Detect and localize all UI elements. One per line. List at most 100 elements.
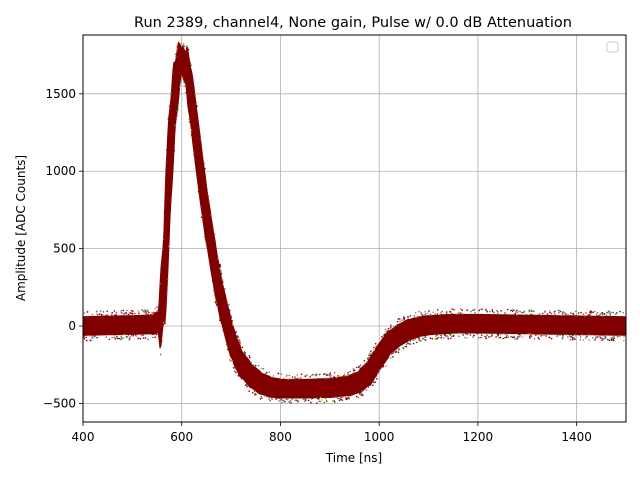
waveform-point	[201, 215, 204, 218]
waveform-point	[156, 306, 158, 308]
waveform-point	[562, 314, 565, 317]
waveform-point	[465, 332, 467, 335]
waveform-point	[462, 333, 465, 336]
waveform-point	[288, 401, 291, 403]
waveform-point	[374, 342, 377, 345]
waveform-point	[491, 309, 494, 311]
waveform-point	[608, 339, 611, 342]
waveform-point	[612, 311, 615, 314]
waveform-point	[306, 374, 308, 376]
waveform-point	[425, 313, 427, 315]
waveform-point	[609, 312, 611, 315]
waveform-point	[310, 398, 313, 400]
waveform-point	[162, 238, 165, 241]
waveform-point	[403, 319, 406, 321]
waveform-point	[431, 337, 434, 340]
waveform-point	[300, 373, 303, 376]
waveform-point	[623, 339, 625, 342]
waveform-point	[589, 312, 592, 314]
waveform-point	[85, 336, 87, 339]
waveform-point	[392, 352, 394, 354]
waveform-point	[491, 333, 494, 336]
waveform-point	[140, 334, 143, 337]
waveform-point	[578, 334, 581, 336]
waveform-point	[521, 336, 524, 339]
waveform-point	[415, 316, 417, 319]
waveform-point	[601, 312, 604, 314]
waveform-point	[554, 310, 556, 312]
waveform-point	[176, 110, 179, 112]
waveform-point	[403, 345, 406, 348]
waveform-point	[203, 227, 205, 229]
waveform-point	[113, 336, 116, 339]
waveform-point	[472, 334, 475, 337]
waveform-point	[559, 310, 562, 313]
waveform-point	[521, 311, 524, 314]
waveform-point	[569, 335, 571, 337]
waveform-point	[96, 336, 98, 339]
waveform-point	[83, 338, 86, 341]
legend-box	[606, 41, 619, 53]
waveform-point	[221, 279, 224, 282]
waveform-point	[289, 399, 292, 402]
waveform-point	[607, 310, 610, 312]
waveform-point	[343, 374, 345, 377]
waveform-point	[572, 338, 574, 341]
waveform-point	[622, 312, 624, 314]
waveform-point	[181, 77, 184, 79]
waveform-point	[190, 134, 193, 136]
waveform-point	[102, 311, 105, 313]
waveform-point	[450, 335, 453, 338]
waveform-point	[459, 312, 462, 314]
waveform-point	[148, 311, 150, 314]
waveform-point	[116, 335, 118, 338]
waveform-point	[579, 336, 582, 338]
plot-frame	[82, 34, 627, 423]
waveform-point	[575, 314, 577, 317]
waveform-point	[390, 353, 393, 356]
waveform-point	[86, 311, 89, 313]
waveform-point	[370, 350, 372, 353]
waveform-point	[571, 334, 574, 337]
waveform-point	[436, 313, 439, 315]
waveform-point	[325, 400, 328, 402]
waveform-point	[180, 80, 182, 83]
waveform-point	[183, 85, 185, 87]
waveform-point	[564, 312, 567, 315]
waveform-point	[175, 115, 178, 117]
waveform-point	[519, 335, 522, 337]
waveform-point	[500, 310, 502, 312]
waveform-point	[472, 309, 475, 311]
waveform-point	[248, 355, 251, 357]
waveform-point	[445, 335, 447, 338]
waveform-point	[142, 337, 145, 339]
waveform-point	[402, 315, 405, 318]
waveform-point	[357, 396, 360, 399]
waveform-point	[86, 339, 88, 342]
waveform-point	[173, 149, 175, 152]
waveform-point	[231, 323, 234, 326]
waveform-point	[597, 336, 599, 338]
waveform-point	[472, 336, 474, 338]
waveform-point	[277, 372, 280, 375]
waveform-point	[584, 315, 586, 317]
waveform-point	[605, 314, 608, 316]
waveform-point	[142, 334, 145, 337]
waveform-point	[129, 336, 132, 338]
waveform-point	[336, 396, 339, 399]
waveform-point	[122, 337, 124, 340]
waveform-point	[186, 46, 189, 49]
waveform-point	[601, 313, 604, 316]
waveform-point	[557, 309, 560, 312]
waveform-point	[486, 334, 488, 337]
waveform-point	[434, 337, 437, 340]
waveform-point	[282, 399, 285, 402]
waveform-point	[296, 377, 299, 380]
waveform-point	[239, 341, 241, 343]
waveform-point	[457, 311, 460, 314]
waveform-point	[340, 397, 342, 399]
waveform-point	[414, 312, 417, 314]
waveform-point	[188, 118, 191, 121]
waveform-point	[599, 335, 601, 337]
waveform-point	[319, 396, 322, 399]
